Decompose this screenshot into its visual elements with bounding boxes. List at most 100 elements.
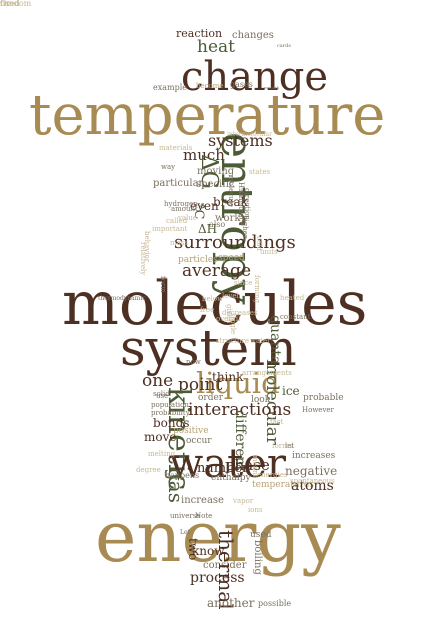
- word-boiling: boiling: [252, 540, 263, 575]
- word-much: much: [183, 146, 225, 164]
- word-probable: probable: [303, 393, 344, 403]
- word-move: move: [144, 430, 177, 444]
- word-cold: cold: [255, 236, 263, 251]
- word-change: change: [181, 54, 329, 100]
- word-gases: gases: [230, 80, 253, 89]
- word-energies: energies: [257, 471, 288, 479]
- word-molecules: molecules: [62, 269, 368, 339]
- word-now: now: [186, 358, 201, 366]
- word-example: example: [153, 83, 188, 92]
- word-system: system: [120, 319, 297, 377]
- word-called: called: [166, 217, 188, 225]
- word-intermolecular: intermolecular: [227, 131, 272, 138]
- word-however: However: [302, 406, 334, 414]
- word-increases: increases: [292, 451, 336, 461]
- word-increase: increase: [181, 495, 224, 506]
- word-cards: cards: [277, 43, 291, 49]
- word-surroundings: surroundings: [174, 232, 296, 253]
- word-states: states: [249, 168, 271, 176]
- word-below: below: [202, 295, 224, 303]
- word-molecule: molecule: [227, 175, 235, 208]
- word-higher: higher: [241, 215, 249, 239]
- word-materials: materials: [159, 144, 193, 152]
- word-happens: happens: [165, 471, 200, 480]
- word-ions: ions: [248, 506, 263, 514]
- word-particular: particular: [153, 178, 204, 189]
- word-even: even: [190, 199, 219, 213]
- word-temperatures: temperatures: [252, 480, 314, 490]
- word-arrangements: arrangements: [242, 369, 292, 377]
- word-used: used: [250, 530, 272, 540]
- word-single: single: [229, 313, 237, 335]
- word-know: know: [192, 544, 225, 558]
- word-fact: fact: [270, 418, 284, 426]
- word-water-89: water: [250, 337, 271, 345]
- word-structure: structure: [216, 337, 249, 345]
- word-constant: constant: [280, 313, 311, 321]
- word-note: Note: [195, 512, 213, 520]
- word-point: point: [178, 375, 223, 395]
- word-probability: probability: [151, 409, 190, 417]
- word-also: also: [209, 220, 226, 229]
- word-interactions: interactions: [188, 400, 292, 420]
- word-free: free: [200, 306, 215, 314]
- word-number: number: [197, 461, 249, 476]
- word-forms: forms: [272, 442, 293, 450]
- word-since: since: [234, 279, 253, 287]
- word-break: break: [213, 195, 248, 209]
- word-ice: ice: [282, 384, 300, 398]
- word-water: water: [169, 441, 286, 487]
- word-systems: systems: [208, 131, 273, 150]
- word-level: level: [222, 292, 239, 300]
- word-work: work: [215, 213, 241, 224]
- word-particles: particles: [178, 255, 218, 265]
- word-thermodynamic: thermodynamic: [98, 295, 146, 302]
- word-phase: phase: [225, 456, 270, 474]
- word-forming: forming: [253, 275, 261, 304]
- word-important: important: [152, 225, 188, 233]
- word-speed: speed: [218, 253, 245, 263]
- word-or: Or: [0, 0, 11, 8]
- word-become: become: [196, 82, 224, 90]
- word-think: think: [212, 370, 244, 384]
- word-specific: specific: [196, 179, 235, 190]
- word-form: form: [159, 276, 167, 293]
- word-enthalpy: enthalpy: [211, 473, 251, 483]
- word-enough: enough: [264, 85, 280, 90]
- word-liquid: liquid: [196, 366, 280, 400]
- word-negative: negative: [285, 464, 338, 478]
- word-look: look: [251, 395, 271, 405]
- word-energy: energy: [95, 496, 341, 578]
- word-temperature: temperature: [29, 83, 386, 148]
- word-changes: changes: [232, 30, 274, 41]
- word-degree: degree: [136, 466, 161, 474]
- word-consider: consider: [203, 560, 247, 571]
- word-fixed: fixed: [0, 0, 20, 8]
- word-reaction: reaction: [176, 27, 223, 40]
- word-order: order: [198, 393, 224, 403]
- word-atoms: atoms: [291, 478, 334, 494]
- word-positive: positive: [173, 426, 209, 436]
- word-behavior: behavior: [143, 231, 151, 263]
- word-use: use: [156, 392, 169, 400]
- word-random: random: [0, 0, 32, 8]
- word-solid: solid: [153, 390, 170, 398]
- word-average: average: [182, 261, 252, 281]
- word-universe: universe: [170, 512, 201, 520]
- word-population: population: [151, 401, 189, 409]
- word-let: let: [285, 442, 295, 450]
- word-process: process: [190, 570, 245, 586]
- word-bonds: bonds: [153, 416, 190, 430]
- word-mass: mass: [170, 239, 188, 247]
- word-h-o: H₂O: [237, 182, 245, 197]
- word-moving: moving: [197, 166, 235, 177]
- word-occur: occur: [186, 436, 212, 446]
- word-heated: heated: [280, 294, 305, 302]
- word-heat: heat: [197, 37, 235, 57]
- word-melting: melting: [148, 450, 176, 458]
- word-spontaneous: spontaneous: [290, 477, 335, 485]
- word-one: one: [142, 371, 174, 391]
- word-amount: amount: [171, 205, 198, 213]
- word-value: value: [178, 214, 198, 222]
- word-units: units: [260, 248, 278, 256]
